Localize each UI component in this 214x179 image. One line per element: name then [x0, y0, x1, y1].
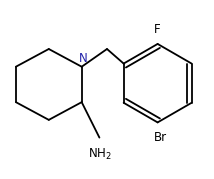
Text: NH$_2$: NH$_2$ [88, 146, 111, 162]
Text: Br: Br [154, 130, 167, 144]
Text: N: N [79, 52, 88, 65]
Text: F: F [154, 23, 161, 36]
